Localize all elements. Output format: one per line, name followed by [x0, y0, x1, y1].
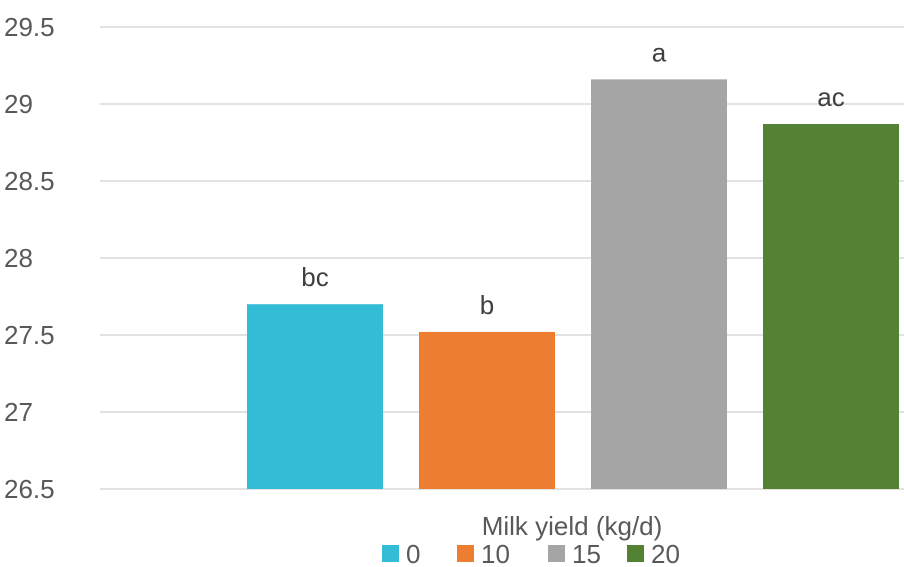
- y-tick-label: 28.5: [4, 166, 55, 196]
- legend-swatch: [457, 545, 474, 562]
- y-axis-tick-labels: 26.5 27 27.5 28 28.5 29 29.5: [4, 12, 55, 504]
- y-tick-label: 29: [4, 89, 33, 119]
- legend-item-20[interactable]: 20: [627, 539, 680, 567]
- bar-10[interactable]: [419, 331, 555, 489]
- legend-item-0[interactable]: 0: [382, 539, 420, 567]
- legend-label: 20: [651, 539, 680, 567]
- data-label-10: b: [480, 290, 494, 320]
- legend-swatch: [382, 545, 399, 562]
- legend-label: 10: [481, 539, 510, 567]
- y-tick-label: 26.5: [4, 474, 55, 504]
- x-axis-title: Milk yield (kg/d): [482, 511, 663, 541]
- data-label-15: a: [652, 37, 667, 67]
- legend[interactable]: 0 10 15 20: [382, 539, 680, 567]
- legend-item-10[interactable]: 10: [457, 539, 510, 567]
- legend-label: 0: [406, 539, 420, 567]
- y-tick-label: 29.5: [4, 12, 55, 42]
- legend-swatch: [627, 545, 644, 562]
- bar-20[interactable]: [763, 124, 899, 490]
- legend-swatch: [548, 545, 565, 562]
- legend-item-15[interactable]: 15: [548, 539, 601, 567]
- y-tick-label: 27: [4, 397, 33, 427]
- data-labels: bc b a ac: [301, 37, 844, 320]
- y-tick-label: 28: [4, 243, 33, 273]
- bars: [247, 79, 899, 490]
- data-label-0: bc: [301, 262, 328, 292]
- legend-label: 15: [572, 539, 601, 567]
- bar-15[interactable]: [591, 79, 727, 490]
- bar-0[interactable]: [247, 304, 383, 489]
- y-tick-label: 27.5: [4, 320, 55, 350]
- data-label-20: ac: [817, 82, 844, 112]
